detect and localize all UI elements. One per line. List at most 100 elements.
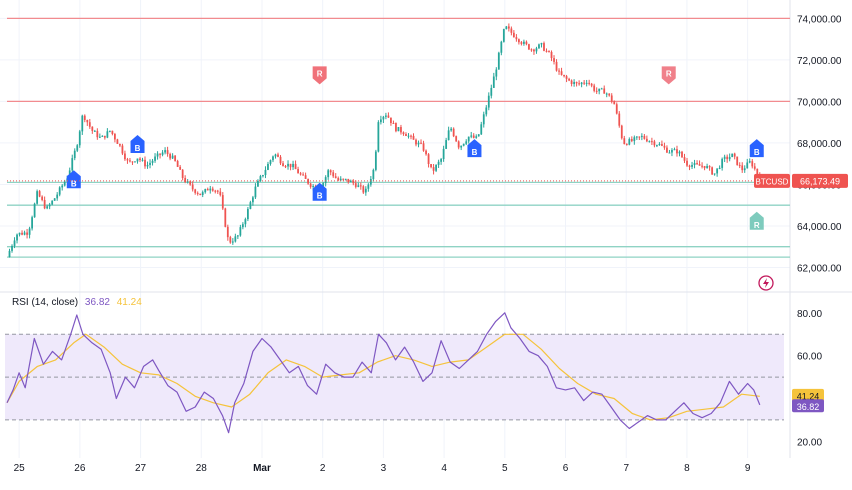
candle-body (96, 130, 99, 138)
candle-body (598, 88, 601, 92)
candle-body (638, 136, 641, 138)
candle-body (329, 170, 332, 173)
candle-body (349, 180, 352, 183)
candle-body (497, 52, 500, 70)
x-tick-label: 7 (623, 463, 629, 474)
candle-body (756, 168, 759, 175)
candle-body (575, 82, 578, 84)
candle-body (538, 44, 540, 49)
candle-body (154, 156, 156, 161)
candle-body (374, 151, 377, 170)
candle-body (593, 85, 596, 91)
candle-body (43, 199, 46, 209)
signal-marker: R (312, 66, 327, 85)
candle-body (630, 139, 633, 142)
candle-body (282, 163, 284, 167)
candle-body (558, 70, 560, 72)
candle-body (658, 144, 661, 146)
candle-body (206, 189, 209, 191)
candle-body (257, 180, 259, 187)
candle-body (678, 151, 681, 154)
candle-body (578, 83, 581, 85)
rsi-ma-line (6, 333, 760, 421)
candle-body (277, 154, 279, 157)
candle-body (721, 158, 724, 168)
candle-body (748, 161, 751, 163)
signal-marker: B (749, 139, 764, 158)
candle-body (279, 156, 282, 164)
icons (758, 275, 774, 291)
candle-body (676, 149, 678, 154)
x-tick-label: 6 (563, 463, 569, 474)
candle-body (58, 187, 61, 195)
candle-body (457, 141, 460, 148)
candle-body (417, 142, 420, 145)
candle-body (292, 163, 294, 168)
candle-body (465, 141, 468, 144)
candle-body (495, 69, 498, 77)
candle-body (673, 149, 676, 151)
candle-body (390, 117, 392, 124)
candle-body (357, 185, 360, 187)
candle-body (339, 178, 342, 181)
candle-body (482, 114, 485, 125)
marker-label: B (135, 144, 141, 153)
candle-body (442, 148, 445, 160)
candle-body (681, 151, 683, 158)
candle-body (708, 166, 711, 168)
rsi-value-badge-bg (792, 399, 824, 413)
candle-body (640, 135, 643, 137)
candle-body (753, 166, 756, 169)
candle-body (653, 141, 656, 146)
candle-body (698, 164, 701, 166)
candle-body (13, 240, 16, 246)
candle-body (216, 190, 219, 192)
candle-body (164, 150, 166, 153)
price-tick-label: 64,000.00 (797, 222, 842, 233)
price-tick-label: 72,000.00 (797, 56, 842, 67)
rsi-tick-label: 60.00 (797, 352, 822, 363)
candle-body (364, 188, 367, 193)
candle-body (425, 150, 427, 155)
marker-label: B (754, 148, 760, 157)
candle-body (663, 145, 666, 148)
candle-body (144, 159, 146, 167)
x-tick-label: 25 (14, 463, 26, 474)
candle-body (186, 181, 189, 183)
candle-body (472, 135, 475, 138)
candle-body (668, 152, 671, 154)
x-tick-label: 2 (320, 463, 326, 474)
signal-marker: R (749, 211, 764, 230)
candle-body (139, 158, 141, 161)
candle-body (124, 153, 126, 160)
candle-body (56, 194, 59, 199)
candle-body (548, 50, 550, 52)
candle-body (201, 192, 204, 196)
candle-body (570, 80, 573, 84)
candle-body (432, 167, 435, 171)
candle-body (159, 153, 161, 155)
signal-markers: B B R B B R B R (66, 66, 764, 230)
candle-body (299, 173, 302, 175)
candle-body (171, 155, 174, 159)
rsi-ma-badge-bg (792, 388, 824, 402)
signal-marker: B (130, 135, 145, 153)
candle-body (81, 115, 84, 132)
candle-body (568, 78, 570, 81)
candle-body (38, 191, 41, 197)
candle-body (121, 145, 124, 154)
candle-body (229, 237, 232, 243)
candle-body (312, 186, 315, 188)
candle-body (475, 136, 478, 138)
signal-marker: B (312, 182, 327, 201)
rsi-line (6, 312, 761, 434)
x-tick-label: 9 (745, 463, 751, 474)
candle-body (713, 173, 716, 175)
candle-body (736, 156, 739, 166)
candle-body (633, 137, 636, 142)
candle-body (507, 26, 510, 29)
candle-body (181, 169, 184, 178)
candle-body (618, 113, 621, 126)
